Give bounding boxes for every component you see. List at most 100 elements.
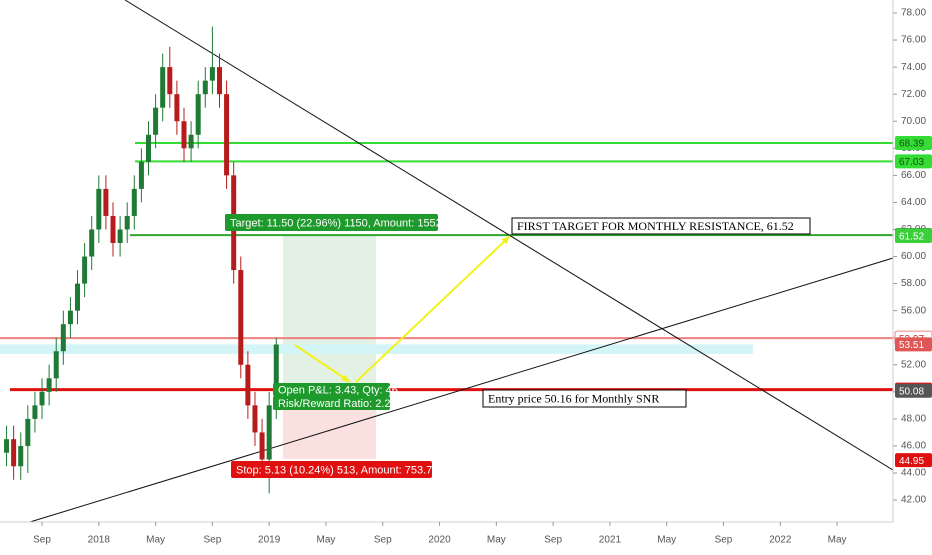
target-label: Target: 11.50 (22.96%) 1150, Amount: 155… [230,217,442,229]
candle-body [259,432,265,460]
trend-line [29,257,894,523]
candle-body [4,439,10,453]
candle-body [224,94,230,176]
candle-body [273,344,279,406]
y-tick-label: 60.00 [901,251,926,262]
y-tick-label: 46.00 [901,441,926,452]
pnl-label: Open P&L: 3.43, Qty: 46 [278,384,398,396]
pnl-label-box [273,383,390,396]
y-tick-label: 72.00 [901,89,926,100]
x-tick-label: Sep [544,535,562,546]
target-label-box [225,214,438,231]
y-tick-label: 58.00 [901,278,926,289]
rr-label-box [273,396,390,410]
candle-body [89,229,95,257]
price-tag [895,453,932,468]
price-tag [895,228,932,243]
note-target-box [511,217,811,235]
profit-zone [282,234,376,390]
candle-body [124,215,130,230]
x-tick-label: 2022 [769,535,792,546]
note-entry: Entry price 50.16 for Monthly SNR [488,391,659,405]
price-tag-label: 67.03 [899,157,924,168]
arrow-head [501,236,510,245]
price-tag [895,154,932,169]
stop-label-box [231,461,432,478]
candle-body [167,67,173,95]
y-tick-label: 74.00 [901,62,926,73]
x-tick-label: 2018 [88,535,111,546]
x-tick-label: May [828,535,847,546]
candle-body [110,215,116,244]
candle-body [202,80,208,95]
x-tick-label: 2020 [428,535,451,546]
candle-body [18,445,24,467]
x-tick-label: Sep [374,535,392,546]
candle-body [96,188,102,230]
y-tick-label: 66.00 [901,170,926,181]
price-tag-label: 61.52 [899,232,924,243]
arrow [355,235,511,383]
candle-body [60,324,66,352]
price-tag-label: 68.39 [899,139,924,150]
y-tick-label: 64.00 [901,197,926,208]
price-tag [895,337,932,352]
candle-body [266,405,272,460]
candle-body [25,418,31,446]
candle-body [67,310,73,325]
y-tick-label: 48.00 [901,414,926,425]
y-tick-label: 56.00 [901,305,926,316]
zone-band [0,344,753,354]
candle-body [245,364,251,406]
note-target: FIRST TARGET FOR MONTHLY RESISTANCE, 61.… [517,219,794,233]
y-tick-label: 44.00 [901,468,926,479]
arrow-head [341,374,350,382]
candle-body [174,94,180,122]
candle-body [11,439,17,467]
x-tick-label: 2021 [599,535,622,546]
candle-body [160,67,166,108]
price-tag [895,383,932,398]
price-tag [895,136,932,151]
x-tick-label: May [657,535,676,546]
candle-body [181,121,187,149]
note-entry-box [482,389,687,408]
y-tick-label: 70.00 [901,116,926,127]
candle-body [131,188,137,216]
candle-body [153,107,159,135]
candle-body [238,270,244,365]
candle-body [53,351,59,379]
candle-body [82,256,88,284]
y-tick-label: 42.00 [901,495,926,506]
candle-body [138,161,144,189]
candle-body [117,229,123,244]
candle-body [188,134,194,149]
y-tick-label: 76.00 [901,35,926,46]
candle-body [75,283,81,311]
rr-label: Risk/Reward Ratio: 2.24 [278,398,397,410]
y-tick-label: 78.00 [901,8,926,19]
x-tick-label: Sep [715,535,733,546]
arrow [294,344,351,383]
x-tick-label: 2019 [258,535,281,546]
candle-body [216,67,222,95]
candle-body [146,134,152,162]
x-tick-label: Sep [203,535,221,546]
price-tag-label: 44.95 [899,456,924,467]
candle-body [252,405,258,433]
candle-body [32,405,38,419]
x-tick-label: May [487,535,506,546]
candle-body [39,391,45,406]
x-tick-label: May [146,535,165,546]
candle-body [195,94,201,135]
price-tag-label: 53.51 [899,340,924,351]
trend-line [124,0,894,471]
stop-label: Stop: 5.13 (10.24%) 513, Amount: 753.76 [236,464,438,476]
candle-body [209,67,215,81]
candle-body [103,188,109,216]
price-tag-label: 50.08 [899,386,924,397]
candle-body [46,378,52,392]
x-tick-label: Sep [33,535,51,546]
